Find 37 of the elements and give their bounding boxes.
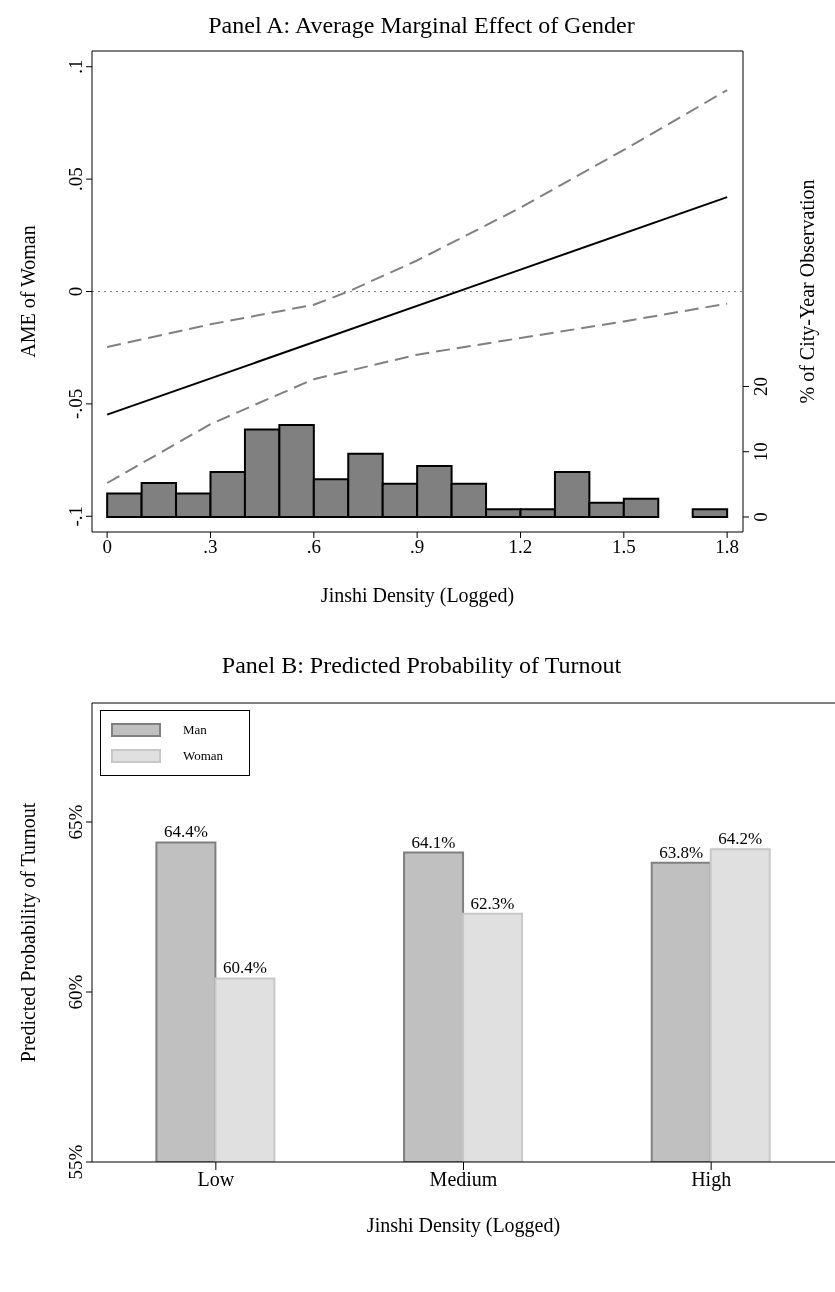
x-tick-label: 1.2: [508, 536, 533, 558]
y-tick-label: 0: [65, 286, 86, 297]
y2-tick-label: 0: [750, 512, 771, 522]
x-tick-label: Medium: [429, 1168, 498, 1191]
legend-label: Woman: [183, 748, 224, 764]
x-tick-label: 1.5: [611, 536, 636, 558]
y-tick-label: 60%: [65, 974, 86, 1010]
y-tick-label: .05: [65, 167, 86, 191]
y-tick-label: .1: [65, 59, 86, 74]
y2-tick-label: 10: [750, 442, 771, 462]
data-label: 64.2%: [718, 829, 763, 849]
x-tick-label: 0: [102, 536, 112, 558]
x-tick-label: 1.8: [715, 536, 740, 558]
line-series: [106, 302, 729, 484]
x-axis-title: Jinshi Density (Logged): [320, 584, 515, 607]
y-axis-title: Predicted Probability of Turnout: [17, 802, 41, 1063]
x-tick-label: .9: [410, 536, 425, 558]
y-tick-label: 65%: [65, 804, 86, 840]
data-label: 63.8%: [659, 842, 704, 862]
x-tick-label: High: [691, 1168, 732, 1192]
y-tick-label: -.05: [65, 388, 86, 419]
y-tick-label: -.1: [65, 505, 86, 527]
x-axis-title: Jinshi Density (Logged): [366, 1214, 561, 1237]
y2-axis-title: % of City-Year Observation: [796, 179, 820, 404]
legend-label: Man: [183, 722, 207, 738]
data-label: 64.4%: [163, 822, 208, 842]
data-label: 62.3%: [470, 893, 515, 913]
y-axis-title: AME of Woman: [17, 225, 40, 358]
x-tick-label: .6: [306, 536, 321, 558]
y2-tick-label: 20: [750, 376, 771, 396]
data-label: 64.1%: [411, 832, 456, 852]
x-tick-label: .3: [203, 536, 218, 558]
chart-title: Panel B: Predicted Probability of Turnout: [220, 651, 623, 680]
chart-title: Panel A: Average Marginal Effect of Gender: [207, 11, 636, 40]
data-label: 60.4%: [222, 958, 267, 978]
y-tick-label: 55%: [65, 1144, 86, 1180]
x-tick-label: Low: [197, 1168, 235, 1191]
